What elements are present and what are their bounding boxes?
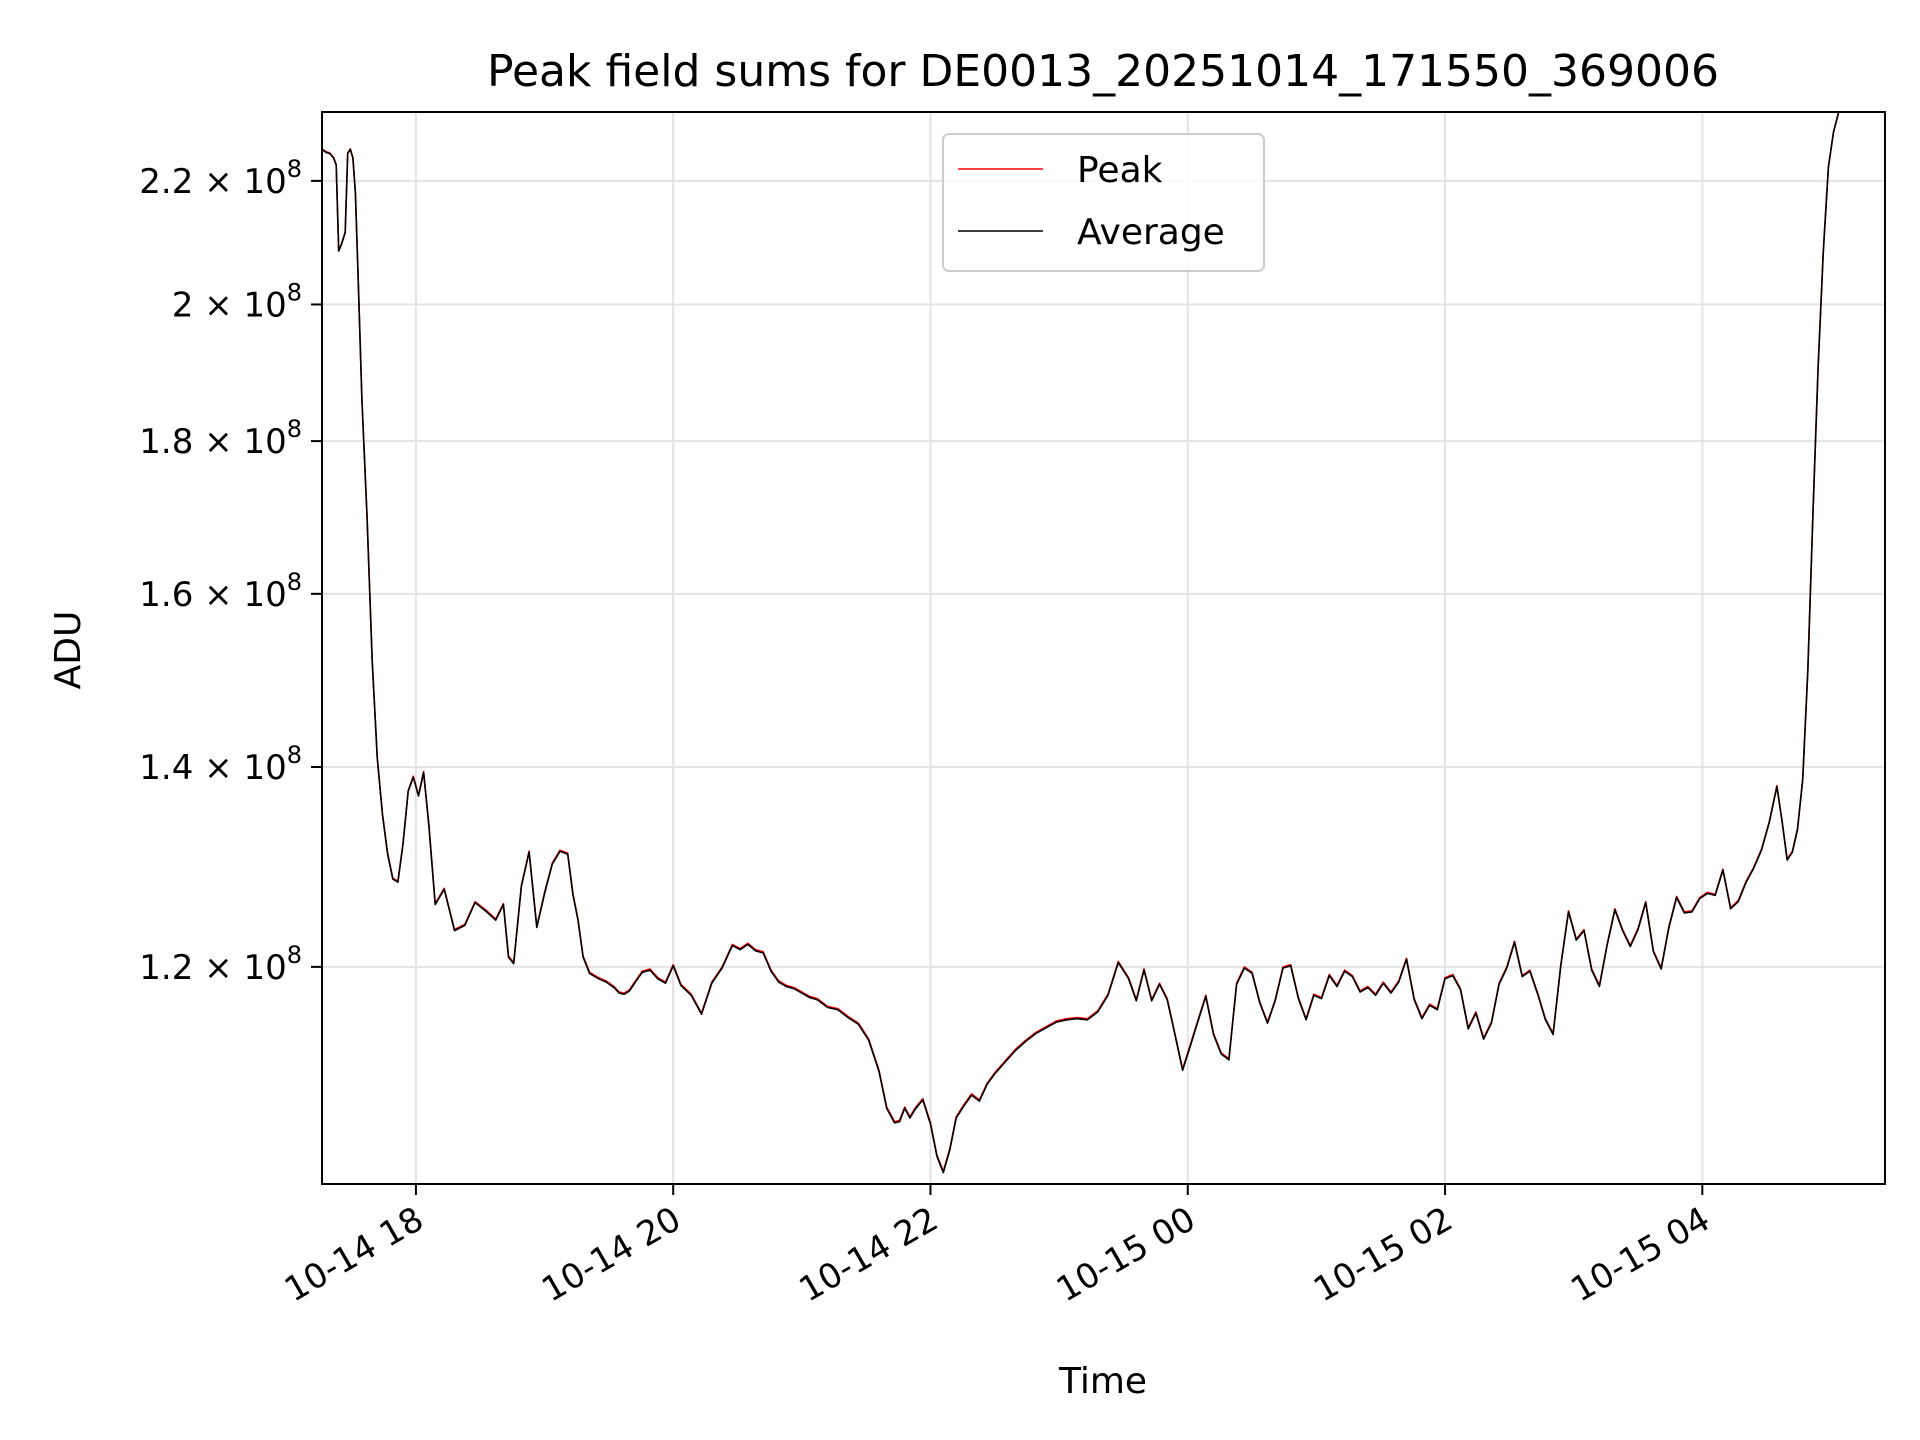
grid [322, 112, 1885, 1184]
chart-title: Peak field sums for DE0013_20251014_1715… [487, 46, 1719, 97]
legend: Peak Average [942, 133, 1265, 272]
legend-label-average: Average [1077, 212, 1225, 253]
y-axis: 1.2 × 108 1.4 × 108 1.6 × 108 1.8 × 108 2 × … [139, 155, 322, 988]
y-tick-label: 1.2 × 108 [139, 941, 302, 988]
series-line-average [322, 112, 1870, 1174]
y-tick-label: 1.6 × 108 [139, 568, 302, 615]
legend-label-peak: Peak [1077, 150, 1163, 191]
plot-frame [321, 111, 1886, 1185]
y-tick-label: 1.8 × 108 [139, 415, 302, 462]
y-tick-label: 2.2 × 108 [139, 155, 302, 202]
y-tick-label: 2 × 108 [172, 278, 302, 325]
x-axis-label: Time [1058, 1361, 1147, 1402]
y-tick-label: 1.4 × 108 [139, 741, 302, 788]
y-axis-label: ADU [48, 611, 89, 690]
series-layer [322, 112, 1870, 1174]
